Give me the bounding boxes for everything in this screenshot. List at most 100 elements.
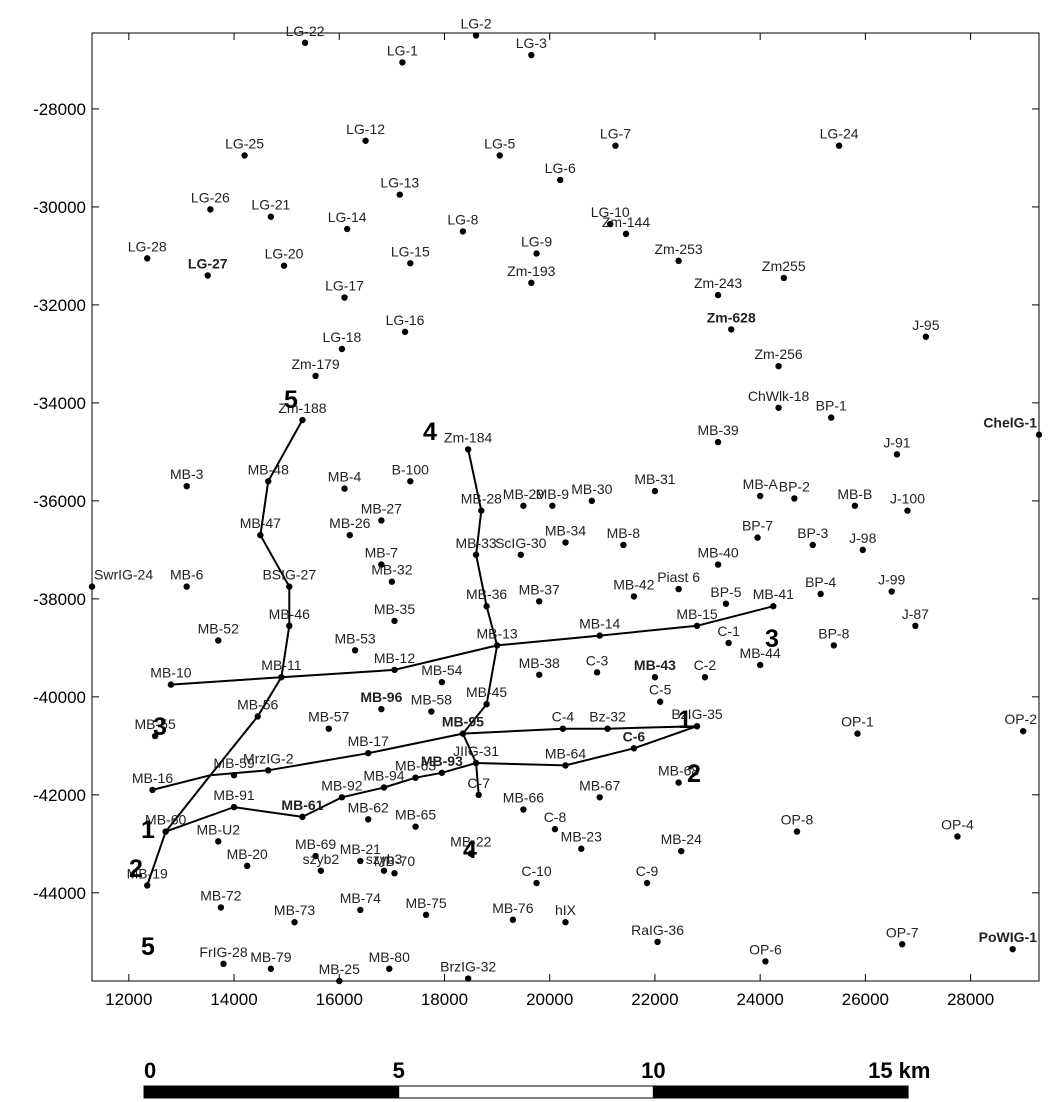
well-marker	[464, 446, 472, 453]
well-label: MB-63	[395, 758, 436, 774]
well-marker	[714, 561, 722, 568]
well-marker	[362, 137, 369, 144]
well-label: MB-62	[348, 799, 389, 815]
well-marker	[888, 588, 895, 595]
well-label: ChelG-1	[983, 415, 1037, 431]
well-label: Bz-32	[589, 709, 626, 725]
well-label: MB-57	[308, 709, 349, 725]
well-label: MB-60	[145, 812, 186, 828]
well-label: MB-93	[421, 753, 463, 769]
well-marker	[343, 225, 351, 233]
well-marker	[220, 960, 227, 968]
well-label: Zm-144	[602, 214, 650, 230]
scale-bar-label: 15 km	[868, 1058, 930, 1083]
well-label: OP-1	[841, 714, 874, 730]
well-marker	[630, 745, 638, 752]
well-marker	[438, 769, 446, 776]
well-marker	[559, 725, 567, 732]
well-label: LG-24	[820, 126, 859, 142]
well-marker	[151, 732, 159, 740]
well-marker	[475, 791, 482, 799]
well-marker	[312, 372, 319, 380]
well-marker	[654, 938, 661, 946]
section-label-4: 4	[463, 836, 477, 864]
well-label: MB-76	[492, 900, 533, 916]
well-label: MB-46	[269, 606, 310, 622]
well-label: MB-73	[274, 902, 315, 918]
well-label: Zm-188	[278, 400, 326, 416]
well-marker	[341, 294, 348, 301]
well-label: BP-8	[818, 625, 849, 641]
well-label: LG-26	[191, 189, 230, 205]
section-label-2: 2	[687, 760, 701, 788]
well-marker	[428, 708, 435, 715]
well-marker	[317, 867, 325, 874]
well-label: MB-9	[536, 486, 570, 502]
well-label: LG-14	[328, 209, 367, 225]
well-marker	[722, 600, 730, 607]
well-label: LG-12	[346, 121, 385, 137]
well-marker	[620, 541, 627, 549]
well-marker	[904, 507, 911, 514]
well-marker	[144, 255, 151, 262]
well-marker	[588, 497, 596, 505]
well-marker	[265, 478, 272, 485]
well-label: MB-24	[661, 831, 702, 847]
well-label: MB-22	[450, 834, 491, 850]
well-marker	[835, 142, 843, 149]
well-label: MB-A	[743, 476, 779, 492]
well-label: MB-45	[466, 684, 507, 700]
well-marker	[412, 774, 419, 781]
well-label: MB-17	[348, 733, 389, 749]
x-tick-label: 24000	[737, 990, 784, 1009]
well-label: OP-6	[749, 941, 782, 957]
well-label: MB-29	[503, 486, 544, 502]
well-marker	[725, 639, 732, 647]
well-marker	[780, 274, 788, 282]
well-label: MB-39	[697, 422, 738, 438]
well-marker	[1009, 945, 1016, 953]
well-label: BP-2	[779, 478, 810, 494]
well-label: MB-33	[455, 535, 496, 551]
well-label: J-87	[902, 606, 929, 622]
well-label: LG-13	[380, 175, 419, 191]
well-label: LG-15	[391, 243, 430, 259]
well-label: Zm-253	[654, 241, 702, 257]
well-marker	[643, 879, 651, 887]
well-label: Zm-628	[707, 309, 756, 325]
well-label: szyb2	[303, 851, 340, 867]
cross-section-line-1	[152, 725, 698, 791]
well-markers: LG-22 LG-2 LG-1 LG-3 LG-12 LG-25 LG-5 LG-7 LG-24…	[88, 15, 1043, 985]
well-marker	[357, 857, 364, 865]
well-marker	[622, 230, 630, 238]
well-marker	[467, 850, 474, 857]
x-tick-label: 26000	[842, 990, 889, 1009]
well-label: MB-91	[213, 787, 254, 803]
well-marker	[528, 279, 535, 287]
well-marker	[578, 845, 585, 852]
well-label: LG-27	[188, 256, 228, 272]
well-label: Zm255	[762, 258, 806, 274]
well-label: Zm-179	[291, 356, 339, 372]
well-marker	[365, 749, 372, 757]
well-label: BP-5	[710, 584, 741, 600]
well-label: MB-35	[374, 601, 415, 617]
well-label: MB-30	[571, 481, 612, 497]
well-marker	[528, 51, 535, 59]
well-marker	[693, 723, 701, 730]
well-marker	[651, 674, 659, 681]
scale-bar-label: 10	[641, 1058, 665, 1083]
well-label: LG-8	[447, 211, 478, 227]
well-label: MB-68	[658, 763, 699, 779]
well-label: MB-11	[261, 657, 301, 673]
well-marker	[859, 546, 866, 554]
well-marker	[265, 767, 272, 774]
well-marker	[762, 958, 769, 965]
well-label: MB-54	[421, 662, 462, 678]
well-marker	[183, 583, 190, 590]
well-marker	[267, 965, 275, 972]
well-label: MB-7	[365, 545, 399, 561]
well-label: MB-4	[328, 469, 362, 485]
well-marker	[714, 438, 722, 446]
well-label: MB-52	[198, 621, 239, 637]
